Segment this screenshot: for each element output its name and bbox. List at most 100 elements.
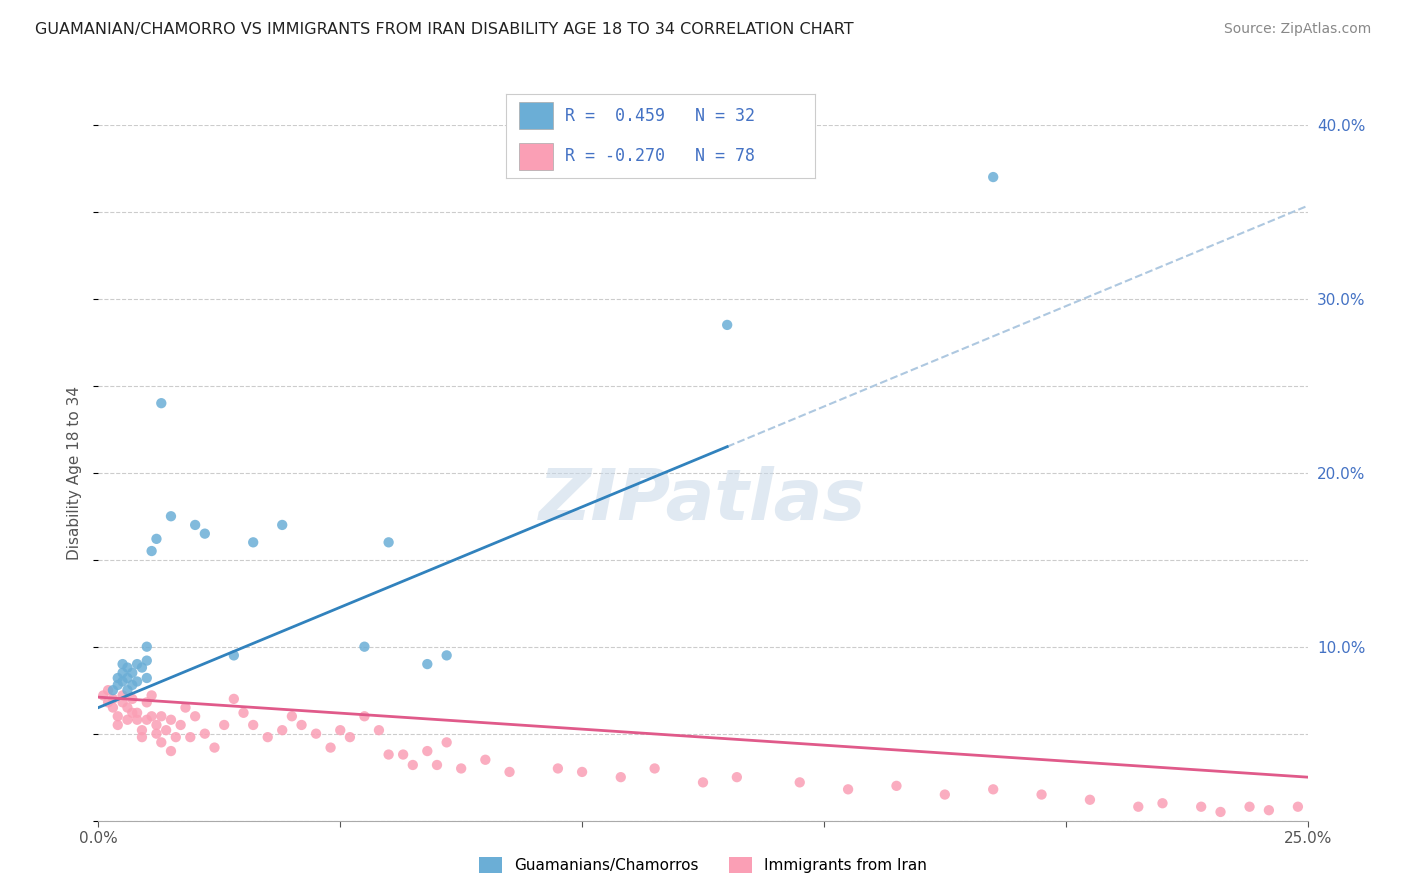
Point — [610, 770, 633, 784]
Point — [101, 700, 124, 714]
Point — [242, 535, 264, 549]
Point — [150, 709, 173, 723]
Point — [184, 709, 207, 723]
Point — [981, 169, 1004, 185]
Point — [101, 692, 124, 706]
Point — [117, 671, 139, 685]
Point — [1286, 799, 1309, 814]
Point — [135, 654, 157, 668]
Point — [135, 671, 157, 685]
Point — [353, 709, 375, 723]
Point — [131, 723, 153, 738]
Point — [725, 770, 748, 784]
Bar — [519, 103, 553, 129]
Point — [392, 747, 415, 762]
Point — [416, 657, 439, 671]
Point — [1152, 796, 1174, 810]
Point — [934, 788, 956, 802]
Point — [271, 517, 294, 532]
Point — [127, 657, 149, 671]
Point — [194, 526, 217, 541]
Point — [117, 683, 139, 698]
Point — [232, 706, 254, 720]
Point — [111, 695, 134, 709]
Point — [377, 535, 399, 549]
Legend: Guamanians/Chamorros, Immigrants from Iran: Guamanians/Chamorros, Immigrants from Ir… — [472, 851, 934, 880]
Point — [127, 713, 149, 727]
Point — [111, 657, 134, 671]
Point — [97, 683, 120, 698]
Point — [121, 678, 143, 692]
Point — [117, 700, 139, 714]
Point — [1209, 805, 1232, 819]
Point — [141, 544, 163, 558]
Point — [107, 671, 129, 685]
Point — [107, 709, 129, 723]
Point — [135, 695, 157, 709]
Point — [436, 648, 458, 663]
Point — [644, 761, 666, 775]
Point — [117, 660, 139, 674]
Point — [107, 718, 129, 732]
Point — [377, 747, 399, 762]
Point — [160, 509, 183, 524]
Point — [222, 692, 245, 706]
Point — [165, 730, 187, 744]
Point — [368, 723, 391, 738]
Point — [290, 718, 312, 732]
Point — [111, 674, 134, 689]
Point — [981, 782, 1004, 797]
Text: R =  0.459   N = 32: R = 0.459 N = 32 — [565, 107, 755, 125]
Point — [329, 723, 352, 738]
Point — [194, 726, 217, 740]
Point — [1128, 799, 1150, 814]
Point — [184, 517, 207, 532]
Point — [131, 730, 153, 744]
Point — [174, 700, 197, 714]
Point — [145, 726, 167, 740]
Point — [436, 735, 458, 749]
Point — [121, 692, 143, 706]
Point — [169, 718, 191, 732]
Point — [97, 695, 120, 709]
Point — [150, 396, 173, 410]
Point — [117, 713, 139, 727]
Point — [222, 648, 245, 663]
Point — [91, 689, 114, 703]
Point — [204, 740, 226, 755]
Point — [498, 764, 520, 779]
Point — [150, 735, 173, 749]
Point — [1031, 788, 1053, 802]
Point — [131, 660, 153, 674]
Point — [305, 726, 328, 740]
Point — [107, 678, 129, 692]
Point — [547, 761, 569, 775]
Point — [121, 665, 143, 680]
Point — [212, 718, 235, 732]
Y-axis label: Disability Age 18 to 34: Disability Age 18 to 34 — [67, 385, 83, 560]
Text: ZIPatlas: ZIPatlas — [540, 467, 866, 535]
Point — [837, 782, 859, 797]
Point — [179, 730, 201, 744]
Point — [242, 718, 264, 732]
Text: R = -0.270   N = 78: R = -0.270 N = 78 — [565, 147, 755, 165]
Point — [271, 723, 294, 738]
Point — [145, 718, 167, 732]
Bar — [519, 143, 553, 169]
Point — [716, 318, 738, 332]
Point — [160, 744, 183, 758]
Point — [1189, 799, 1212, 814]
Point — [1239, 799, 1261, 814]
Point — [353, 640, 375, 654]
Point — [474, 753, 496, 767]
Point — [160, 713, 183, 727]
Point — [101, 683, 124, 698]
Point — [281, 709, 304, 723]
Point — [135, 713, 157, 727]
Point — [692, 775, 714, 789]
Point — [319, 740, 342, 755]
Point — [339, 730, 361, 744]
Point — [135, 640, 157, 654]
Point — [127, 674, 149, 689]
Point — [127, 706, 149, 720]
